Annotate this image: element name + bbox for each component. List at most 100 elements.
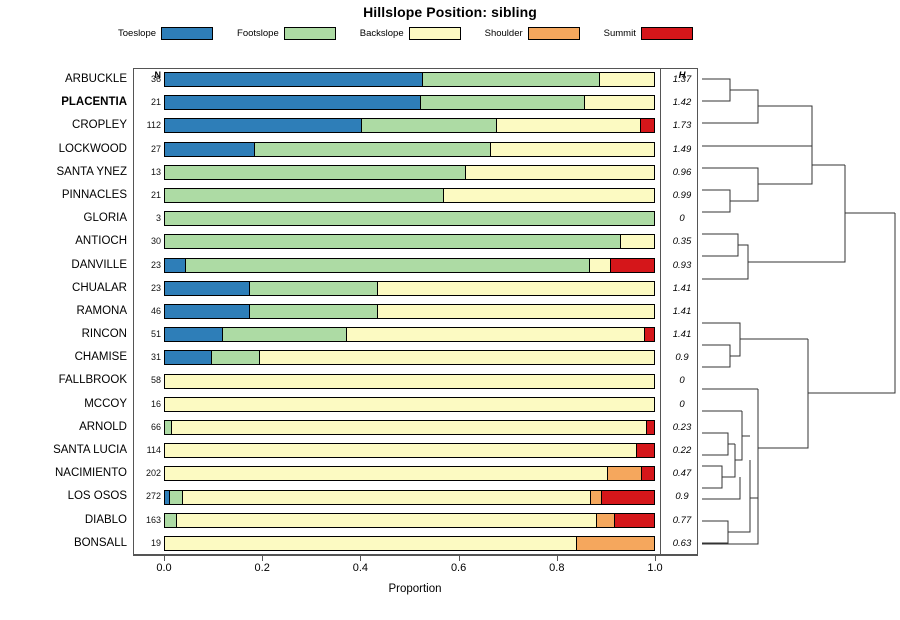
bar-segment-footslope[interactable] [250,281,378,295]
bar-segment-backslope[interactable] [497,119,641,133]
stacked-bar[interactable] [164,489,655,505]
bar-segment-toeslope[interactable] [165,490,171,504]
bar-segment-footslope[interactable] [212,351,260,365]
soil-series-label[interactable]: ARBUCKLE [65,73,127,85]
stacked-bar[interactable] [164,373,655,389]
soil-series-label[interactable]: GLORIA [83,212,127,225]
stacked-bar[interactable] [164,535,655,551]
bar-segment-backslope[interactable] [589,258,612,272]
soil-series-label[interactable]: CROPLEY [72,119,127,132]
bar-segment-shoulder[interactable] [591,490,603,504]
bar-segment-toeslope[interactable] [165,328,223,342]
bar-segment-footslope[interactable] [222,328,348,342]
soil-series-label[interactable]: ARNOLD [79,420,127,433]
bar-segment-summit[interactable] [614,513,654,527]
bar-segment-footslope[interactable] [165,189,445,203]
bar-segment-footslope[interactable] [250,304,378,318]
bar-segment-footslope[interactable] [361,119,497,133]
bar-segment-backslope[interactable] [347,328,645,342]
stacked-bar[interactable] [164,443,655,459]
legend-item[interactable]: Footslope [237,27,336,40]
bar-segment-footslope[interactable] [255,142,491,156]
soil-series-label[interactable]: SANTA YNEZ [56,165,127,178]
soil-series-label[interactable]: ANTIOCH [75,235,127,248]
soil-series-label[interactable]: PINNACLES [61,188,127,201]
stacked-bar[interactable] [164,211,655,227]
stacked-bar[interactable] [164,327,655,343]
stacked-bar[interactable] [164,280,655,296]
bar-segment-backslope[interactable] [165,397,654,411]
soil-series-label[interactable]: NACIMIENTO [55,467,127,480]
stacked-bar[interactable] [164,95,655,111]
soil-series-label[interactable]: LOS OSOS [67,490,127,503]
soil-series-label[interactable]: CHUALAR [72,281,127,294]
legend-item[interactable]: Toeslope [118,27,214,40]
soil-series-label[interactable]: RINCON [81,328,127,341]
soil-series-label[interactable]: DANVILLE [71,258,127,271]
bar-segment-footslope[interactable] [165,165,466,179]
soil-series-label[interactable]: DIABLO [84,513,127,526]
stacked-bar[interactable] [164,257,655,273]
bar-segment-toeslope[interactable] [165,351,213,365]
bar-segment-shoulder[interactable] [576,536,654,550]
bar-segment-shoulder[interactable] [596,513,615,527]
soil-series-label[interactable]: RAMONA [76,304,127,317]
bar-segment-toeslope[interactable] [165,304,251,318]
bar-segment-backslope[interactable] [165,374,654,388]
bar-segment-backslope[interactable] [165,444,637,458]
legend-item[interactable]: Shoulder [485,27,580,40]
stacked-bar[interactable] [164,466,655,482]
bar-segment-shoulder[interactable] [608,467,642,481]
soil-series-label[interactable]: PLACENTIA [61,96,127,109]
stacked-bar[interactable] [164,303,655,319]
soil-series-label[interactable]: SANTA LUCIA [53,444,127,457]
bar-segment-backslope[interactable] [177,513,597,527]
bar-segment-backslope[interactable] [183,490,592,504]
bar-segment-footslope[interactable] [186,258,590,272]
bar-segment-summit[interactable] [640,119,654,133]
bar-segment-backslope[interactable] [490,142,654,156]
bar-segment-backslope[interactable] [172,420,647,434]
bar-segment-backslope[interactable] [377,304,654,318]
bar-segment-backslope[interactable] [584,96,654,110]
stacked-bar[interactable] [164,512,655,528]
bar-segment-backslope[interactable] [621,235,654,249]
bar-segment-backslope[interactable] [259,351,654,365]
bar-segment-footslope[interactable] [165,420,173,434]
bar-segment-footslope[interactable] [165,513,178,527]
stacked-bar[interactable] [164,141,655,157]
bar-segment-toeslope[interactable] [165,258,187,272]
stacked-bar[interactable] [164,188,655,204]
bar-segment-footslope[interactable] [165,212,654,226]
bar-segment-backslope[interactable] [444,189,654,203]
bar-segment-summit[interactable] [611,258,654,272]
legend-item[interactable]: Summit [604,27,693,40]
bar-segment-toeslope[interactable] [165,96,422,110]
bar-segment-toeslope[interactable] [165,142,256,156]
stacked-bar[interactable] [164,164,655,180]
soil-series-label[interactable]: FALLBROOK [58,374,127,387]
stacked-bar[interactable] [164,234,655,250]
stacked-bar[interactable] [164,350,655,366]
bar-segment-footslope[interactable] [170,490,184,504]
bar-segment-backslope[interactable] [165,467,609,481]
bar-segment-footslope[interactable] [421,96,585,110]
bar-segment-backslope[interactable] [165,536,577,550]
bar-segment-summit[interactable] [641,467,654,481]
soil-series-label[interactable]: LOCKWOOD [58,142,127,155]
bar-segment-summit[interactable] [644,328,654,342]
soil-series-label[interactable]: MCCOY [84,397,127,410]
stacked-bar[interactable] [164,118,655,134]
bar-segment-toeslope[interactable] [165,119,362,133]
bar-segment-backslope[interactable] [377,281,654,295]
soil-series-label[interactable]: CHAMISE [74,351,127,364]
bar-segment-toeslope[interactable] [165,281,251,295]
stacked-bar[interactable] [164,396,655,412]
stacked-bar[interactable] [164,72,655,88]
stacked-bar[interactable] [164,419,655,435]
bar-segment-footslope[interactable] [423,73,601,87]
bar-segment-backslope[interactable] [600,73,654,87]
soil-series-label[interactable]: BONSALL [73,536,127,549]
bar-segment-summit[interactable] [602,490,654,504]
legend-item[interactable]: Backslope [360,27,461,40]
